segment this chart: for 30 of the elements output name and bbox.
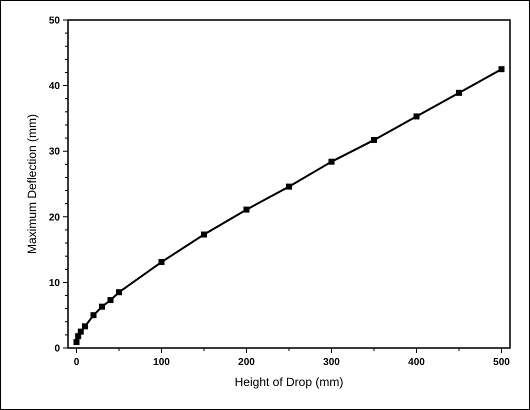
point [201,232,207,238]
x-tick-label: 0 [74,357,80,368]
point [82,323,88,330]
y-tick-label: 30 [48,146,60,158]
x-tick-label: 500 [493,357,510,368]
point [371,137,377,144]
point [456,90,462,96]
point [414,113,420,120]
y-tick-label: 10 [48,278,60,289]
point [108,297,114,304]
point [498,66,504,72]
x-tick-label: 300 [323,357,340,368]
point [244,206,250,213]
point [90,312,96,318]
point [99,304,105,310]
point [74,339,80,346]
point [78,328,84,335]
point [116,289,122,296]
x-tick-label: 100 [153,357,170,368]
y-tick-label: 50 [48,16,60,26]
y-tick-label: 40 [48,81,60,92]
y-axis-title: Maximum Deflection (mm) [25,114,39,254]
point [328,158,334,165]
x-axis-title: Height of Drop (mm) [234,375,344,389]
point [158,259,164,266]
y-tick-label: 0 [54,344,60,354]
x-tick-label: 200 [238,357,256,368]
point [286,184,292,190]
x-tick-label: 400 [408,357,426,368]
y-tick-label: 20 [48,212,60,224]
